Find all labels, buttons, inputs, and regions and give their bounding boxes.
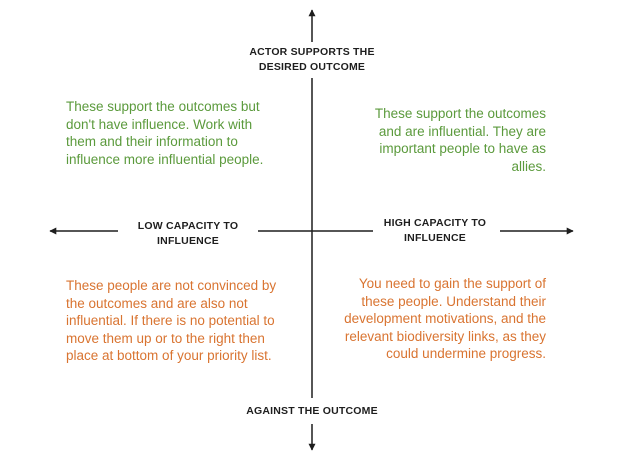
quadrant-bottom-left-text: These people are not convinced by the ou… — [66, 278, 277, 363]
axis-label-low-capacity: LOW CAPACITY TO INFLUENCE — [124, 219, 252, 249]
axis-label-high-capacity: HIGH CAPACITY TO INFLUENCE — [376, 216, 494, 246]
quadrant-top-left-text: These support the outcomes but don't hav… — [66, 99, 264, 167]
axis-label-supports-outcome: ACTOR SUPPORTS THE DESIRED OUTCOME — [232, 45, 392, 75]
quadrant-top-right-text: These support the outcomes and are influ… — [374, 106, 546, 174]
axis-label-against-outcome: AGAINST THE OUTCOME — [232, 404, 392, 419]
quadrant-bottom-right-text: You need to gain the support of these pe… — [344, 276, 546, 361]
